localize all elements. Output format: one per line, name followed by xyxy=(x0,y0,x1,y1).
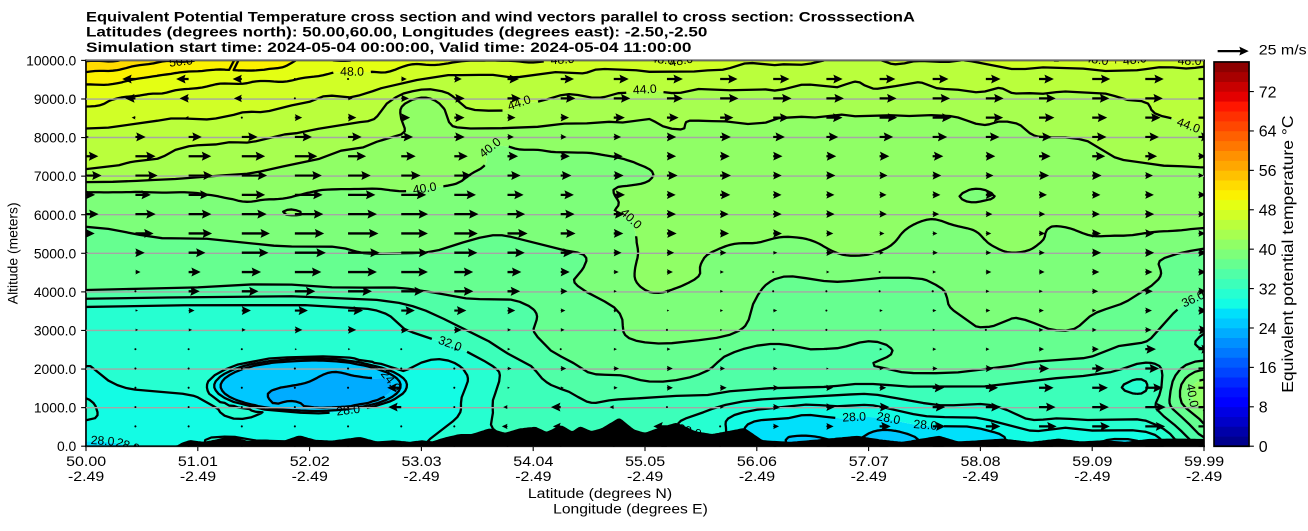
svg-text:56.06: 56.06 xyxy=(737,453,777,469)
svg-text:-2.49: -2.49 xyxy=(627,468,664,484)
svg-text:48: 48 xyxy=(1259,203,1277,220)
svg-text:51.01: 51.01 xyxy=(178,453,218,469)
svg-text:48.0: 48.0 xyxy=(1084,51,1110,69)
svg-text:28.0: 28.0 xyxy=(90,433,115,449)
svg-text:57.07: 57.07 xyxy=(849,453,889,469)
svg-text:50.00: 50.00 xyxy=(66,453,106,469)
svg-text:53.03: 53.03 xyxy=(402,453,442,469)
svg-text:8: 8 xyxy=(1259,400,1268,417)
svg-text:72: 72 xyxy=(1259,84,1277,101)
svg-text:Equivalent Potential Temperatu: Equivalent Potential Temperature cross s… xyxy=(86,9,915,25)
svg-text:0.0: 0.0 xyxy=(57,438,77,454)
svg-text:Longitude (degrees E): Longitude (degrees E) xyxy=(553,501,708,517)
svg-text:28.0: 28.0 xyxy=(913,417,938,433)
svg-text:48.0: 48.0 xyxy=(668,52,694,70)
svg-text:28.0: 28.0 xyxy=(842,409,867,424)
svg-text:9000.0: 9000.0 xyxy=(34,91,77,107)
svg-text:-2.49: -2.49 xyxy=(1074,468,1111,484)
svg-text:40.0: 40.0 xyxy=(1183,383,1201,409)
svg-text:59.09: 59.09 xyxy=(1072,453,1112,469)
svg-text:50.0: 50.0 xyxy=(168,53,193,69)
svg-text:44.0: 44.0 xyxy=(632,82,657,97)
svg-text:3000.0: 3000.0 xyxy=(34,322,77,338)
svg-text:Simulation start time: 2024-05: Simulation start time: 2024-05-04 00:00:… xyxy=(86,40,692,56)
svg-text:48.0: 48.0 xyxy=(550,52,575,67)
svg-text:28.0: 28.0 xyxy=(114,435,141,456)
svg-text:48.0: 48.0 xyxy=(1178,54,1202,68)
svg-text:55.05: 55.05 xyxy=(625,453,665,469)
svg-text:59.99: 59.99 xyxy=(1184,453,1224,469)
svg-text:56: 56 xyxy=(1259,163,1277,180)
svg-text:64: 64 xyxy=(1259,124,1277,141)
svg-text:0: 0 xyxy=(1259,439,1268,456)
svg-text:54.04: 54.04 xyxy=(513,453,553,469)
svg-text:Equivalent potential temperatu: Equivalent potential temperature °C xyxy=(1280,115,1297,392)
svg-text:-2.49: -2.49 xyxy=(515,468,552,484)
svg-text:24: 24 xyxy=(1259,321,1277,338)
svg-text:58.08: 58.08 xyxy=(961,453,1001,469)
svg-text:10000.0: 10000.0 xyxy=(26,52,76,68)
svg-text:8000.0: 8000.0 xyxy=(34,130,77,146)
svg-text:4000.0: 4000.0 xyxy=(34,284,77,300)
svg-text:25 m/s: 25 m/s xyxy=(1259,42,1307,58)
svg-text:28.0: 28.0 xyxy=(336,402,362,419)
svg-text:Altitude (meters): Altitude (meters) xyxy=(5,202,21,304)
svg-text:-2.49: -2.49 xyxy=(1186,468,1223,484)
svg-text:5000.0: 5000.0 xyxy=(34,245,77,261)
svg-text:-2.49: -2.49 xyxy=(403,468,440,484)
svg-text:Latitudes (degrees north): 50.: Latitudes (degrees north): 50.00,60.00, … xyxy=(86,25,708,41)
svg-text:-2.49: -2.49 xyxy=(739,468,776,484)
svg-text:-2.49: -2.49 xyxy=(851,468,888,484)
svg-text:7000.0: 7000.0 xyxy=(34,168,77,184)
svg-text:32: 32 xyxy=(1259,281,1277,298)
svg-text:-2.49: -2.49 xyxy=(962,468,999,484)
svg-text:52.02: 52.02 xyxy=(290,453,330,469)
svg-text:16: 16 xyxy=(1259,360,1277,377)
svg-text:48.0: 48.0 xyxy=(650,51,675,68)
svg-text:Latitude (degrees N): Latitude (degrees N) xyxy=(528,485,672,501)
svg-text:-2.49: -2.49 xyxy=(68,468,105,484)
svg-text:6000.0: 6000.0 xyxy=(34,207,77,223)
svg-text:48.0: 48.0 xyxy=(1122,51,1148,68)
svg-text:1000.0: 1000.0 xyxy=(34,400,77,416)
svg-text:-2.49: -2.49 xyxy=(180,468,217,484)
svg-text:40: 40 xyxy=(1259,242,1277,259)
svg-text:48.0: 48.0 xyxy=(340,65,364,79)
svg-text:2000.0: 2000.0 xyxy=(34,361,77,377)
svg-text:-2.49: -2.49 xyxy=(292,468,329,484)
